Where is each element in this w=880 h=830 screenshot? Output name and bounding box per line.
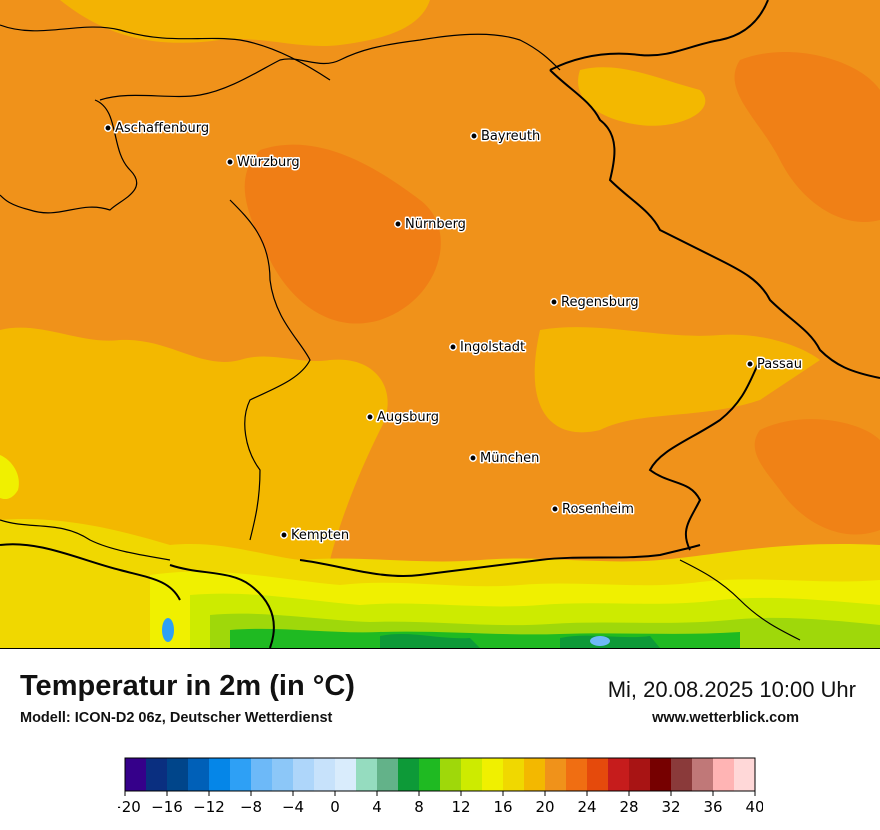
color-scale-tick-label: 4 <box>372 798 382 816</box>
color-scale-tick-label: 0 <box>330 798 340 816</box>
temperature-field-west <box>0 327 388 560</box>
color-scale-swatch <box>188 758 210 791</box>
city-dot <box>366 413 374 421</box>
website-credit: www.wetterblick.com <box>652 710 799 726</box>
color-scale-swatch <box>398 758 420 791</box>
city-label: Bayreuth <box>481 129 540 144</box>
temperature-field-southeast-warm <box>754 419 880 535</box>
city-dot <box>394 220 402 228</box>
color-scale-tick-label: −4 <box>282 798 304 816</box>
color-scale-tick-label: 36 <box>703 798 722 816</box>
color-scale-swatch <box>209 758 231 791</box>
temperature-map: Aschaffenburg Würzburg Bayreuth Nürnberg Reg… <box>0 0 880 649</box>
color-scale-swatch <box>230 758 252 791</box>
color-scale-swatch <box>335 758 357 791</box>
color-scale-tick-label: 12 <box>451 798 470 816</box>
country-borders <box>0 0 880 648</box>
city-label: Kempten <box>291 528 349 543</box>
color-scale-swatch <box>293 758 315 791</box>
color-scale-swatch <box>713 758 735 791</box>
color-scale-swatch <box>608 758 630 791</box>
city-label: Passau <box>757 357 802 372</box>
color-scale-tick-label: −16 <box>151 798 183 816</box>
lake-chiemsee <box>590 636 610 646</box>
color-scale-swatch <box>545 758 567 791</box>
color-scale-tick-label: −12 <box>193 798 225 816</box>
color-scale-swatch <box>671 758 693 791</box>
city-label: Würzburg <box>237 155 300 170</box>
forecast-datetime: Mi, 20.08.2025 10:00 Uhr <box>607 677 856 702</box>
color-scale-legend: −20 −16 −12 −8 −4 0 4 8 12 16 20 24 28 32 36 40 <box>118 757 763 816</box>
temperature-field-north <box>60 0 430 47</box>
city-dot <box>449 343 457 351</box>
color-scale-swatch <box>125 758 147 791</box>
city-label: Nürnberg <box>405 217 466 232</box>
temperature-field-west-edge <box>0 455 19 500</box>
color-scale-swatch <box>587 758 609 791</box>
city-dot <box>551 505 559 513</box>
color-scale-tick-label: 32 <box>661 798 680 816</box>
color-scale-swatch <box>482 758 504 791</box>
city-label: Augsburg <box>377 410 439 425</box>
city-label: Rosenheim <box>562 502 634 517</box>
map-title: Temperatur in 2m (in °C) <box>20 670 355 702</box>
color-scale-swatch <box>629 758 651 791</box>
temperature-field-east-band <box>534 327 820 433</box>
color-scale-frame <box>124 757 756 792</box>
color-scale-swatch <box>566 758 588 791</box>
color-scale-tick-label: 8 <box>414 798 424 816</box>
color-scale-tick-label: 24 <box>577 798 596 816</box>
city-dot <box>470 132 478 140</box>
color-scale-swatch <box>734 758 756 791</box>
city-label: Aschaffenburg <box>115 121 209 136</box>
color-scale-swatch <box>146 758 168 791</box>
city-label: Ingolstadt <box>460 340 525 355</box>
color-scale-swatch <box>650 758 672 791</box>
color-scale-swatch <box>314 758 336 791</box>
temperature-field-alps-peaks <box>380 634 660 648</box>
color-scale-swatch <box>377 758 399 791</box>
color-scale-swatch <box>419 758 441 791</box>
city-dot <box>226 158 234 166</box>
color-scale-swatch <box>356 758 378 791</box>
city-dot <box>746 360 754 368</box>
lake-bodensee <box>162 618 174 642</box>
color-scale-tick-label: 16 <box>493 798 512 816</box>
color-scale-tick-label: 28 <box>619 798 638 816</box>
city-label: Regensburg <box>561 295 639 310</box>
city-dot <box>469 454 477 462</box>
color-scale-swatch <box>272 758 294 791</box>
color-scale-tick-label: 20 <box>535 798 554 816</box>
color-scale-swatch <box>251 758 273 791</box>
color-scale-tick-label: 40 <box>745 798 763 816</box>
color-scale-tick-label: −20 <box>118 798 141 816</box>
temperature-field-northeast <box>578 67 706 126</box>
city-markers: Aschaffenburg Würzburg Bayreuth Nürnberg Reg… <box>104 120 803 545</box>
city-dot <box>550 298 558 306</box>
temperature-field-central-warm <box>244 144 441 324</box>
city-dot <box>280 531 288 539</box>
color-scale-swatch <box>440 758 462 791</box>
color-scale-swatch <box>461 758 483 791</box>
color-scale-tick-label: −8 <box>240 798 262 816</box>
model-info: Modell: ICON-D2 06z, Deutscher Wetterdie… <box>20 710 333 726</box>
city-dot <box>104 124 112 132</box>
color-scale-swatch <box>692 758 714 791</box>
city-label: München <box>480 451 539 466</box>
color-scale-swatch <box>167 758 189 791</box>
color-scale-swatch <box>524 758 546 791</box>
state-borders <box>0 24 801 641</box>
temperature-field-east-warm <box>734 51 880 222</box>
color-scale-swatch <box>503 758 525 791</box>
